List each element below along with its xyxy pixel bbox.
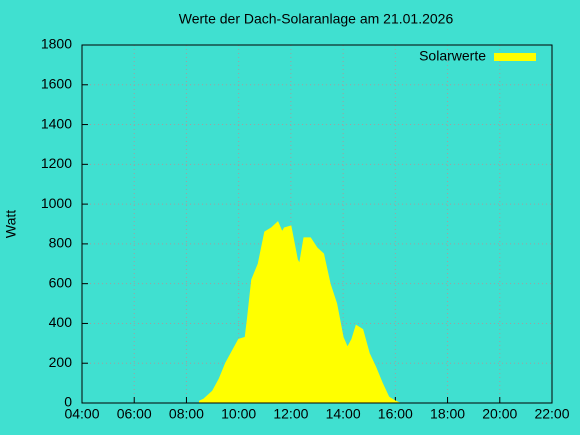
y-tick-label: 200 [49, 354, 73, 370]
x-tick-label: 08:00 [169, 406, 204, 422]
y-tick-label: 800 [49, 235, 73, 251]
y-tick-label: 400 [49, 314, 73, 330]
x-tick-label: 18:00 [430, 406, 465, 422]
x-tick-label: 16:00 [378, 406, 413, 422]
x-tick-label: 12:00 [273, 406, 308, 422]
legend-swatch [494, 53, 536, 61]
y-tick-label: 1400 [41, 115, 72, 131]
y-axis-label: Watt [3, 210, 19, 238]
area [199, 221, 400, 404]
x-tick-label: 20:00 [482, 406, 517, 422]
legend-label: Solarwerte [419, 48, 486, 64]
y-tick-label: 600 [49, 274, 73, 290]
x-tick-label: 06:00 [117, 406, 152, 422]
y-tick-label: 1000 [41, 195, 72, 211]
chart-title: Werte der Dach-Solaranlage am 21.01.2026 [179, 11, 454, 27]
x-tick-label: 22:00 [534, 406, 569, 422]
plot-border [81, 44, 553, 404]
y-tick-label: 1800 [41, 36, 72, 52]
x-tick-label: 10:00 [221, 406, 256, 422]
y-tick-label: 1600 [41, 75, 72, 91]
y-tick-label: 1200 [41, 155, 72, 171]
y-tick-label: 0 [64, 394, 72, 410]
x-tick-label: 04:00 [64, 406, 99, 422]
x-tick-label: 14:00 [326, 406, 361, 422]
